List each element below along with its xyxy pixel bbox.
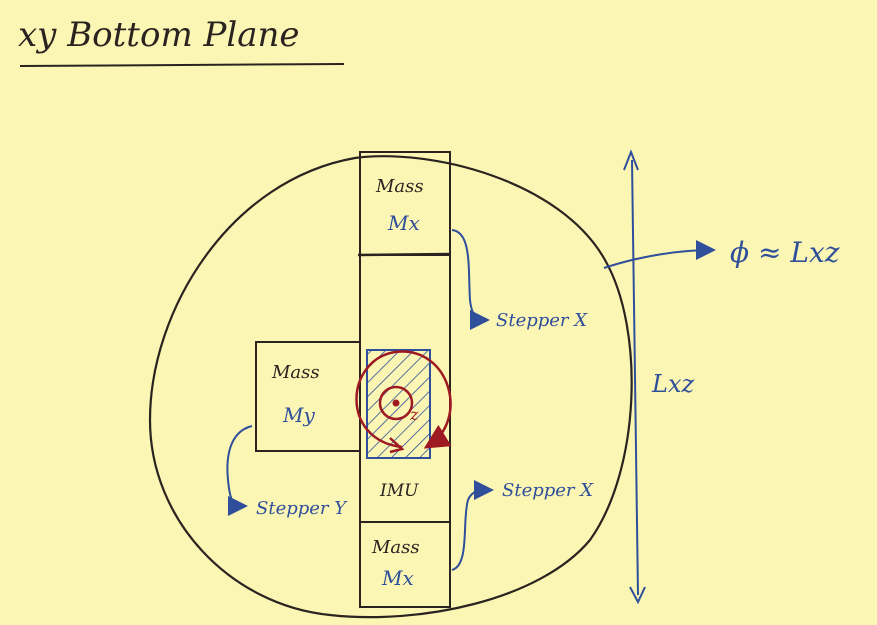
mass-top-label: Mass <box>375 176 424 197</box>
mass-mx-bottom-box <box>359 521 451 608</box>
length-xz-bottom-arrow <box>629 586 646 605</box>
length-xz-label: Lxz <box>651 370 694 398</box>
length-xz-line <box>631 159 639 596</box>
mass-left-label: Mass <box>271 362 320 383</box>
stepper-x-lower-label: Stepper X <box>502 480 594 501</box>
z-axis-label: z <box>409 405 419 424</box>
rotation-arrow-head <box>389 437 405 454</box>
mass-my-box <box>255 341 361 452</box>
stepper-x-upper-label: Stepper X <box>496 310 588 331</box>
body-outline <box>148 155 633 619</box>
diagram-title: xy Bottom Plane <box>18 15 300 55</box>
mx-bottom-label: Mx <box>381 566 414 590</box>
mass-bottom-label: Mass <box>371 537 420 558</box>
mass-mx-top-box <box>359 151 451 256</box>
z-axis-dot <box>392 399 400 407</box>
stepper-y-label: Stepper Y <box>256 498 348 519</box>
title-underline <box>19 63 345 67</box>
phi-approx-label: ϕ ≈ Lxz <box>730 236 840 269</box>
stepper-y-arrow <box>226 425 253 516</box>
strip-divider <box>357 252 451 257</box>
imu-label: IMU <box>379 481 419 501</box>
my-left-label: My <box>282 403 315 427</box>
stepper-x-upper-arrow <box>451 229 490 330</box>
z-axis-circle <box>378 385 414 421</box>
mx-top-label: Mx <box>387 211 420 235</box>
length-xz-top-arrow <box>623 149 639 171</box>
phi-arrow <box>603 240 716 269</box>
rotation-arrow <box>355 350 452 449</box>
stepper-x-lower-arrow <box>451 480 494 571</box>
